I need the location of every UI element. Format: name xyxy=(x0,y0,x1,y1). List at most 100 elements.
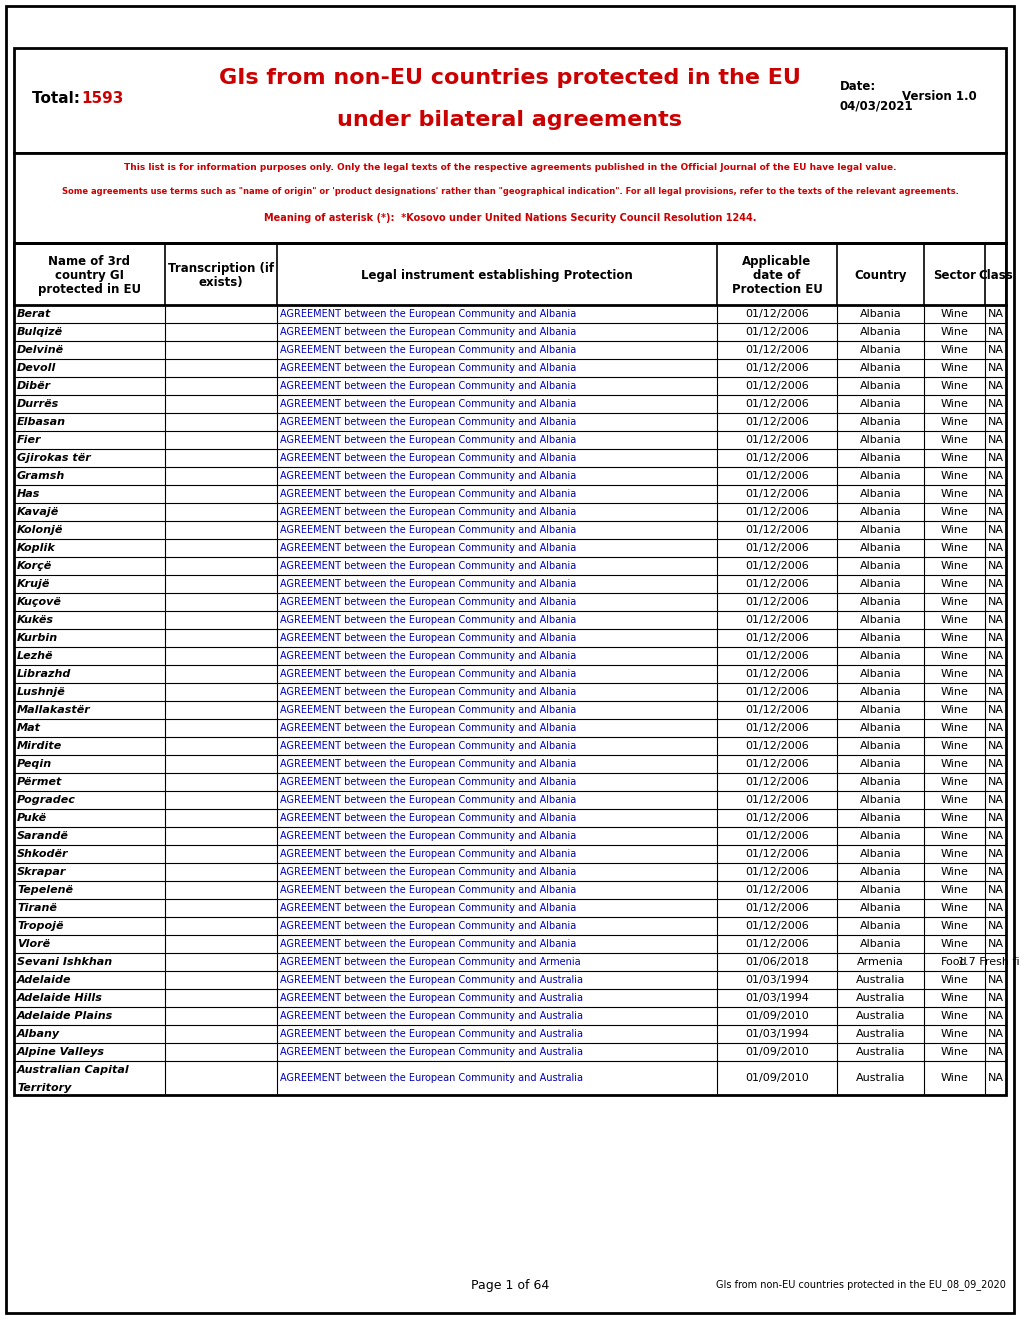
Text: Australia: Australia xyxy=(855,975,905,985)
Text: NA: NA xyxy=(986,939,1003,948)
Text: AGREEMENT between the European Community and Albania: AGREEMENT between the European Community… xyxy=(280,435,576,445)
Text: Protection EU: Protection EU xyxy=(731,284,821,295)
Text: 01/12/2006: 01/12/2006 xyxy=(745,309,808,319)
Text: Wine: Wine xyxy=(940,687,967,696)
Bar xyxy=(14,305,1005,323)
Text: NA: NA xyxy=(986,506,1003,517)
Text: GIs from non-EU countries protected in the EU: GIs from non-EU countries protected in t… xyxy=(219,69,800,88)
Text: AGREEMENT between the European Community and Albania: AGREEMENT between the European Community… xyxy=(280,652,576,661)
Text: 01/12/2006: 01/12/2006 xyxy=(745,346,808,355)
Text: AGREEMENT between the European Community and Australia: AGREEMENT between the European Community… xyxy=(280,1029,583,1039)
Text: Bulqizë: Bulqizë xyxy=(17,327,63,336)
Text: 01/12/2006: 01/12/2006 xyxy=(745,579,808,590)
Text: Pogradec: Pogradec xyxy=(17,795,75,805)
Text: Berat: Berat xyxy=(17,309,51,319)
Text: 01/12/2006: 01/12/2006 xyxy=(745,669,808,679)
Text: Tropojë: Tropojë xyxy=(17,921,63,931)
Text: Albania: Albania xyxy=(859,687,901,696)
Text: Wine: Wine xyxy=(940,723,967,733)
Text: 01/12/2006: 01/12/2006 xyxy=(745,471,808,481)
Text: Albania: Albania xyxy=(859,543,901,553)
Text: AGREEMENT between the European Community and Australia: AGREEMENT between the European Community… xyxy=(280,993,583,1002)
Bar xyxy=(14,539,1005,557)
Text: Albania: Albania xyxy=(859,579,901,590)
Text: Australia: Australia xyxy=(855,1029,905,1039)
Bar xyxy=(14,448,1005,467)
Bar xyxy=(14,935,1005,954)
Text: NA: NA xyxy=(986,777,1003,787)
Text: Wine: Wine xyxy=(940,669,967,679)
Text: Shkodër: Shkodër xyxy=(17,849,68,859)
Text: 01/12/2006: 01/12/2006 xyxy=(745,363,808,373)
Text: NA: NA xyxy=(986,849,1003,859)
Text: NA: NA xyxy=(986,327,1003,336)
Text: NA: NA xyxy=(986,381,1003,390)
Text: AGREEMENT between the European Community and Albania: AGREEMENT between the European Community… xyxy=(280,346,576,355)
Text: Wine: Wine xyxy=(940,327,967,336)
Text: AGREEMENT between the European Community and Albania: AGREEMENT between the European Community… xyxy=(280,849,576,859)
Bar xyxy=(14,881,1005,900)
Text: NA: NA xyxy=(986,704,1003,715)
Text: AGREEMENT between the European Community and Albania: AGREEMENT between the European Community… xyxy=(280,758,576,769)
Bar xyxy=(14,243,1005,1095)
Text: 01/12/2006: 01/12/2006 xyxy=(745,381,808,390)
Text: Wine: Wine xyxy=(940,831,967,842)
Text: Wine: Wine xyxy=(940,471,967,481)
Text: 01/03/1994: 01/03/1994 xyxy=(744,993,808,1002)
Text: Peqin: Peqin xyxy=(17,758,52,769)
Text: Albania: Albania xyxy=(859,652,901,661)
Text: Albania: Albania xyxy=(859,525,901,536)
Text: This list is for information purposes only. Only the legal texts of the respecti: This list is for information purposes on… xyxy=(123,162,896,171)
Text: Gramsh: Gramsh xyxy=(17,471,65,481)
Text: AGREEMENT between the European Community and Albania: AGREEMENT between the European Community… xyxy=(280,327,576,336)
Text: 01/12/2006: 01/12/2006 xyxy=(745,758,808,769)
Text: Transcription (if: Transcription (if xyxy=(168,262,274,274)
Text: Albania: Albania xyxy=(859,723,901,733)
Bar xyxy=(14,791,1005,809)
Text: AGREEMENT between the European Community and Albania: AGREEMENT between the European Community… xyxy=(280,525,576,536)
Bar xyxy=(14,809,1005,827)
Text: Armenia: Armenia xyxy=(856,958,903,967)
Text: Wine: Wine xyxy=(940,813,967,823)
Text: AGREEMENT between the European Community and Albania: AGREEMENT between the European Community… xyxy=(280,813,576,823)
Text: Version 1.0: Version 1.0 xyxy=(901,90,976,103)
Text: AGREEMENT between the European Community and Albania: AGREEMENT between the European Community… xyxy=(280,939,576,948)
Text: Fier: Fier xyxy=(17,435,42,445)
Text: AGREEMENT between the European Community and Albania: AGREEMENT between the European Community… xyxy=(280,831,576,842)
Text: Wine: Wine xyxy=(940,400,967,409)
Text: NA: NA xyxy=(986,579,1003,590)
Text: Name of 3rd: Name of 3rd xyxy=(49,255,130,268)
Text: Meaning of asterisk (*):  *Kosovo under United Nations Security Council Resoluti: Meaning of asterisk (*): *Kosovo under U… xyxy=(264,212,755,223)
Bar xyxy=(14,1006,1005,1025)
Text: AGREEMENT between the European Community and Albania: AGREEMENT between the European Community… xyxy=(280,400,576,409)
Text: Wine: Wine xyxy=(940,435,967,445)
Text: NA: NA xyxy=(986,1047,1003,1057)
Text: Wine: Wine xyxy=(940,704,967,715)
Text: Albania: Albania xyxy=(859,669,901,679)
Text: NA: NA xyxy=(986,452,1003,463)
Text: NA: NA xyxy=(986,652,1003,661)
Text: Wine: Wine xyxy=(940,1047,967,1057)
Bar xyxy=(14,413,1005,431)
Text: Lezhë: Lezhë xyxy=(17,652,53,661)
Text: 01/12/2006: 01/12/2006 xyxy=(745,633,808,642)
Text: NA: NA xyxy=(986,363,1003,373)
Text: Lushnjë: Lushnjë xyxy=(17,687,65,696)
Bar xyxy=(14,377,1005,394)
Text: Kuçovë: Kuçovë xyxy=(17,598,62,607)
Bar xyxy=(14,467,1005,485)
Text: Albania: Albania xyxy=(859,904,901,913)
Text: GIs from non-EU countries protected in the EU_08_09_2020: GIs from non-EU countries protected in t… xyxy=(715,1279,1005,1290)
Text: NA: NA xyxy=(986,758,1003,769)
Text: 01/03/1994: 01/03/1994 xyxy=(744,1029,808,1039)
Text: Wine: Wine xyxy=(940,652,967,661)
Bar xyxy=(14,323,1005,342)
Text: Sevani Ishkhan: Sevani Ishkhan xyxy=(17,958,112,967)
Text: Wine: Wine xyxy=(940,777,967,787)
Text: Albania: Albania xyxy=(859,417,901,427)
Text: Territory: Territory xyxy=(17,1083,71,1093)
Text: 01/03/1994: 01/03/1994 xyxy=(744,975,808,985)
Text: 01/12/2006: 01/12/2006 xyxy=(745,489,808,499)
Text: under bilateral agreements: under bilateral agreements xyxy=(337,109,682,131)
Text: NA: NA xyxy=(986,400,1003,409)
